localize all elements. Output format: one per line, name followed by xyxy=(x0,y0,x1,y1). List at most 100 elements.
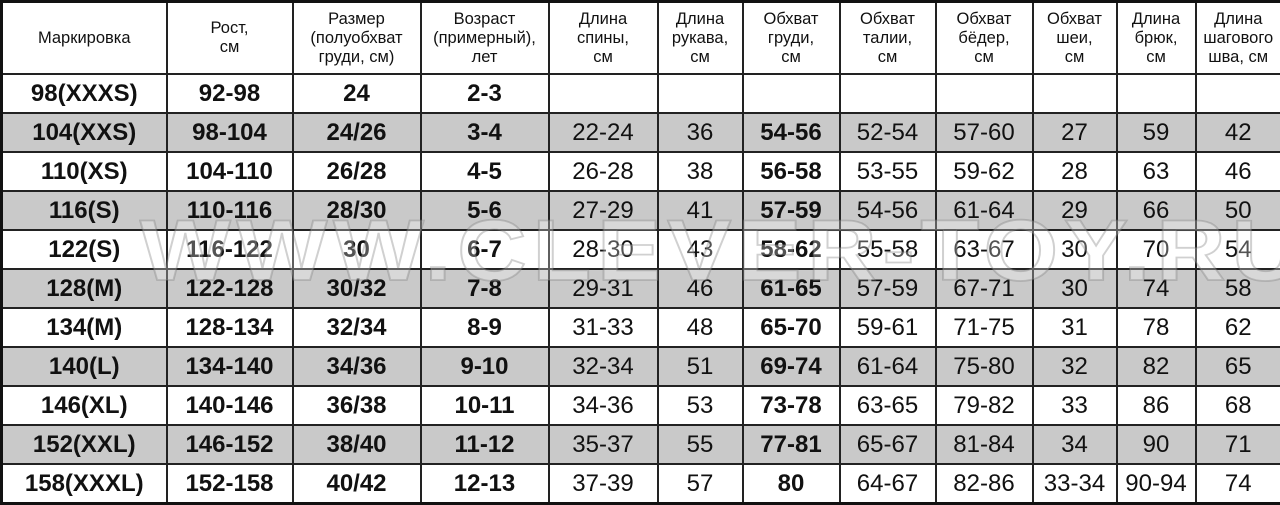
table-cell: 152-158 xyxy=(167,464,293,504)
table-cell: 2-3 xyxy=(421,74,549,113)
table-cell: 146-152 xyxy=(167,425,293,464)
table-cell: 64-67 xyxy=(840,464,936,504)
table-cell: 55-58 xyxy=(840,230,936,269)
table-cell: 28 xyxy=(1033,152,1117,191)
table-cell: 55 xyxy=(658,425,743,464)
table-cell: 40/42 xyxy=(293,464,421,504)
table-cell: 32/34 xyxy=(293,308,421,347)
column-header: Обхват шеи, см xyxy=(1033,2,1117,75)
table-cell: 59-61 xyxy=(840,308,936,347)
table-cell: 8-9 xyxy=(421,308,549,347)
column-header: Обхват груди, см xyxy=(743,2,840,75)
table-cell: 22-24 xyxy=(549,113,658,152)
table-cell: 10-11 xyxy=(421,386,549,425)
table-cell: 82-86 xyxy=(936,464,1033,504)
column-header: Возраст (примерный), лет xyxy=(421,2,549,75)
table-cell: 81-84 xyxy=(936,425,1033,464)
table-cell: 61-64 xyxy=(936,191,1033,230)
table-cell: 24/26 xyxy=(293,113,421,152)
table-cell: 86 xyxy=(1117,386,1196,425)
table-cell: 63-67 xyxy=(936,230,1033,269)
table-cell: 51 xyxy=(658,347,743,386)
table-cell: 54-56 xyxy=(840,191,936,230)
table-cell: 74 xyxy=(1196,464,1280,504)
table-cell: 30/32 xyxy=(293,269,421,308)
table-cell: 66 xyxy=(1117,191,1196,230)
table-cell: 134-140 xyxy=(167,347,293,386)
table-cell: 46 xyxy=(1196,152,1280,191)
table-cell xyxy=(936,74,1033,113)
table-cell: 82 xyxy=(1117,347,1196,386)
table-cell xyxy=(658,74,743,113)
table-cell: 92-98 xyxy=(167,74,293,113)
column-header: Длина спины, см xyxy=(549,2,658,75)
table-cell: 24 xyxy=(293,74,421,113)
table-cell: 78 xyxy=(1117,308,1196,347)
table-cell: 128(M) xyxy=(2,269,167,308)
table-cell: 63-65 xyxy=(840,386,936,425)
table-cell: 42 xyxy=(1196,113,1280,152)
table-cell xyxy=(840,74,936,113)
table-cell: 128-134 xyxy=(167,308,293,347)
table-cell: 59-62 xyxy=(936,152,1033,191)
table-cell: 33 xyxy=(1033,386,1117,425)
column-header: Маркировка xyxy=(2,2,167,75)
table-cell: 54 xyxy=(1196,230,1280,269)
column-header: Обхват талии, см xyxy=(840,2,936,75)
column-header: Размер (полуобхват груди, см) xyxy=(293,2,421,75)
table-cell: 36 xyxy=(658,113,743,152)
table-cell: 61-65 xyxy=(743,269,840,308)
table-cell: 58-62 xyxy=(743,230,840,269)
column-header: Рост, см xyxy=(167,2,293,75)
table-cell: 71 xyxy=(1196,425,1280,464)
table-cell: 90-94 xyxy=(1117,464,1196,504)
table-cell: 28/30 xyxy=(293,191,421,230)
table-cell: 59 xyxy=(1117,113,1196,152)
table-cell: 34 xyxy=(1033,425,1117,464)
table-cell: 43 xyxy=(658,230,743,269)
table-cell: 77-81 xyxy=(743,425,840,464)
table-cell: 52-54 xyxy=(840,113,936,152)
table-cell: 7-8 xyxy=(421,269,549,308)
table-cell: 11-12 xyxy=(421,425,549,464)
table-cell xyxy=(1117,74,1196,113)
table-cell: 68 xyxy=(1196,386,1280,425)
table-cell: 104-110 xyxy=(167,152,293,191)
table-cell: 90 xyxy=(1117,425,1196,464)
column-header: Длина рукава, см xyxy=(658,2,743,75)
table-cell: 46 xyxy=(658,269,743,308)
table-cell: 122-128 xyxy=(167,269,293,308)
table-cell: 67-71 xyxy=(936,269,1033,308)
table-cell: 65-70 xyxy=(743,308,840,347)
table-cell: 80 xyxy=(743,464,840,504)
table-cell: 30 xyxy=(293,230,421,269)
table-cell xyxy=(1033,74,1117,113)
table-cell: 50 xyxy=(1196,191,1280,230)
table-cell: 56-58 xyxy=(743,152,840,191)
table-cell: 27 xyxy=(1033,113,1117,152)
table-cell: 73-78 xyxy=(743,386,840,425)
table-cell: 57-59 xyxy=(840,269,936,308)
column-header: Длина брюк, см xyxy=(1117,2,1196,75)
table-cell: 57-60 xyxy=(936,113,1033,152)
table-cell: 48 xyxy=(658,308,743,347)
table-cell xyxy=(743,74,840,113)
table-cell: 37-39 xyxy=(549,464,658,504)
table-cell: 122(S) xyxy=(2,230,167,269)
table-cell: 12-13 xyxy=(421,464,549,504)
table-cell: 6-7 xyxy=(421,230,549,269)
table-cell: 79-82 xyxy=(936,386,1033,425)
table-cell: 53 xyxy=(658,386,743,425)
table-cell: 116-122 xyxy=(167,230,293,269)
